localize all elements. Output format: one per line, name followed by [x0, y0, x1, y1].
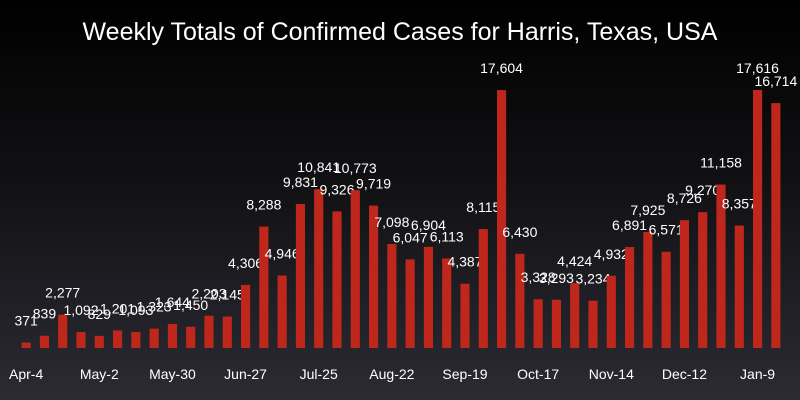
- bar-value-label-21: 6,047: [393, 229, 428, 245]
- bar-29: [551, 299, 561, 348]
- bar-value-label-25: 8,115: [466, 199, 500, 215]
- bar-value-label-8: 1,644: [155, 294, 190, 310]
- bar-value-label-5: 1,201: [100, 300, 135, 316]
- bar-value-label-9: 1,450: [173, 297, 208, 313]
- bar-5: [113, 330, 123, 348]
- bar-12: [241, 284, 251, 348]
- bar-17: [332, 211, 342, 348]
- bar-9: [186, 326, 196, 348]
- bar-value-label-20: 7,098: [374, 214, 409, 230]
- bar-value-label-27: 6,430: [502, 224, 537, 240]
- bar-16: [314, 189, 324, 348]
- bar-value-label-29: 3,293: [539, 270, 574, 286]
- bar-0: [21, 342, 31, 348]
- bar-value-label-30: 4,424: [557, 253, 592, 269]
- bar-value-label-16: 10,841: [297, 159, 340, 175]
- bar-11: [222, 316, 232, 348]
- bar-37: [698, 212, 708, 348]
- bar-value-label-23: 6,113: [430, 228, 464, 244]
- bar-20: [387, 244, 397, 348]
- bar-35: [661, 251, 671, 348]
- bar-14: [277, 275, 287, 348]
- bar-value-label-32: 4,932: [594, 246, 629, 262]
- bar-value-label-35: 6,571: [649, 222, 684, 238]
- bar-value-label-1: 839: [33, 306, 57, 322]
- bar-value-label-12: 4,306: [228, 255, 263, 271]
- bar-22: [423, 246, 433, 348]
- bar-value-label-6: 1,093: [118, 302, 153, 318]
- bar-value-label-36: 8,726: [667, 190, 702, 206]
- bar-value-label-14: 4,946: [265, 246, 300, 262]
- bar-value-label-17: 9,326: [319, 181, 354, 197]
- bar-value-label-34: 7,925: [630, 202, 665, 218]
- bar-33: [625, 247, 635, 348]
- x-tick-label-5: Aug-22: [369, 366, 414, 382]
- bar-32: [606, 275, 616, 348]
- x-tick-label-3: Jun-27: [224, 366, 267, 382]
- bar-36: [679, 220, 689, 348]
- bar-value-label-15: 9,831: [283, 174, 318, 190]
- bar-39: [734, 225, 744, 348]
- bar-value-label-18: 10,773: [334, 160, 377, 176]
- bar-value-label-4: 829: [88, 306, 112, 322]
- bar-value-label-13: 8,288: [246, 197, 281, 213]
- bar-3: [76, 332, 86, 348]
- bar-40: [753, 89, 763, 349]
- bar-value-label-19: 9,719: [356, 176, 391, 192]
- bar-value-label-40: 17,616: [736, 60, 779, 76]
- bar-24: [460, 283, 470, 348]
- bar-value-label-22: 6,904: [411, 217, 446, 233]
- x-tick-label-9: Dec-12: [662, 366, 707, 382]
- bar-value-label-33: 6,891: [612, 217, 647, 233]
- bar-34: [643, 231, 653, 348]
- bar-25: [478, 229, 488, 348]
- bar-value-label-7: 1,323: [137, 299, 172, 315]
- bar-value-label-26: 17,604: [480, 60, 523, 76]
- bar-value-label-31: 3,234: [575, 271, 610, 287]
- bar-value-label-2: 2,277: [45, 285, 80, 301]
- bar-10: [204, 315, 214, 348]
- bar-value-label-11: 2,145: [210, 287, 245, 303]
- bar-27: [515, 253, 525, 348]
- bar-1: [39, 335, 49, 348]
- x-tick-label-0: Apr-4: [9, 366, 43, 382]
- bar-value-label-24: 4,387: [447, 254, 482, 270]
- bar-value-label-37: 9,270: [685, 182, 720, 198]
- bar-value-label-0: 371: [14, 313, 38, 329]
- bar-value-label-3: 1,092: [63, 302, 98, 318]
- bar-4: [94, 335, 104, 348]
- bar-7: [149, 328, 159, 348]
- bar-21: [405, 259, 415, 348]
- x-tick-label-1: May-2: [80, 366, 119, 382]
- x-tick-label-10: Jan-9: [740, 366, 775, 382]
- bar-15: [295, 203, 305, 348]
- bar-13: [259, 226, 269, 348]
- x-tick-label-6: Sep-19: [442, 366, 487, 382]
- bar-23: [442, 258, 452, 348]
- bar-6: [131, 331, 141, 348]
- bar-18: [350, 190, 360, 348]
- bar-2: [58, 314, 68, 348]
- bar-value-label-28: 3,328: [521, 269, 556, 285]
- bar-value-label-38: 11,158: [700, 155, 742, 171]
- x-tick-label-2: May-30: [149, 366, 196, 382]
- chart-title: Weekly Totals of Confirmed Cases for Har…: [82, 18, 718, 46]
- bar-41: [771, 103, 781, 348]
- bar-30: [570, 283, 580, 348]
- bar-31: [588, 300, 598, 348]
- x-tick-label-8: Nov-14: [589, 366, 634, 382]
- bar-26: [497, 90, 507, 348]
- x-tick-label-7: Oct-17: [517, 366, 559, 382]
- bar-8: [167, 323, 177, 348]
- bar-value-label-39: 8,357: [722, 196, 757, 212]
- bar-38: [716, 184, 726, 348]
- x-tick-label-4: Jul-25: [300, 366, 338, 382]
- bar-value-label-10: 2,203: [191, 286, 226, 302]
- bar-19: [369, 205, 379, 348]
- bar-28: [533, 299, 543, 348]
- bar-value-label-41: 16,714: [754, 73, 797, 89]
